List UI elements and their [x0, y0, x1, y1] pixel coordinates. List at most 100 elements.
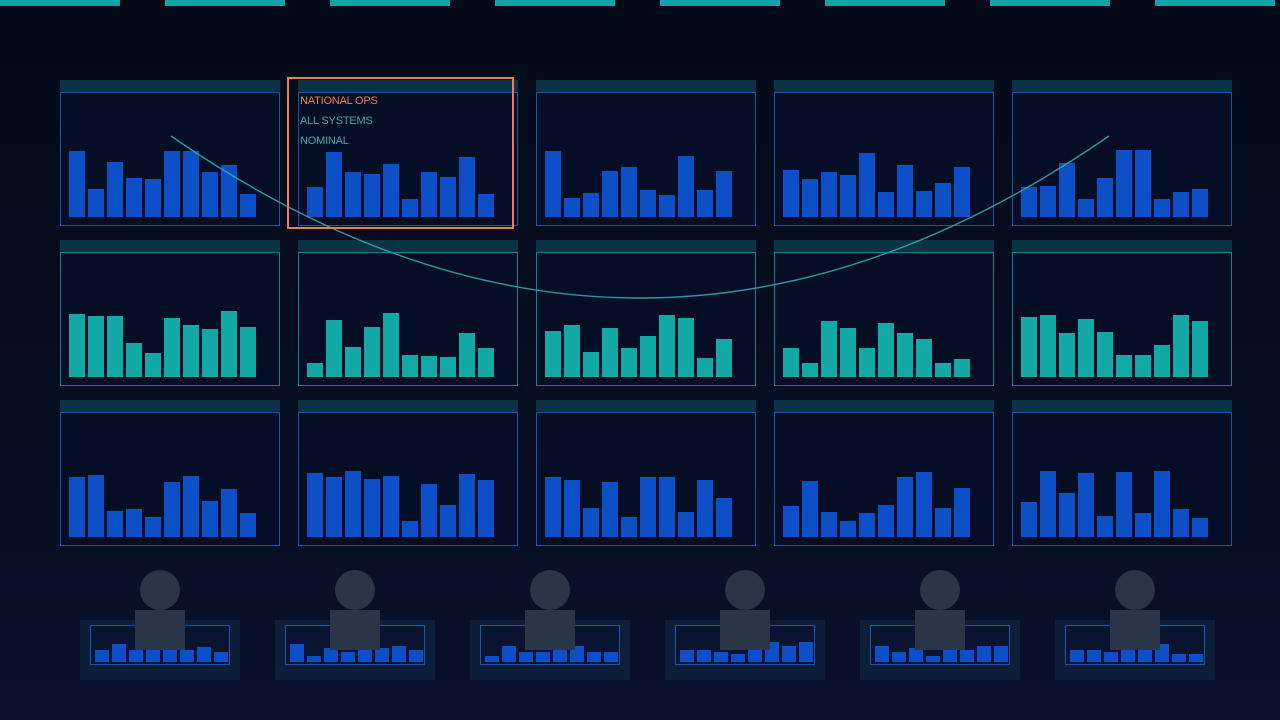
- wall-panel[interactable]: [298, 80, 518, 226]
- panel-bar: [716, 171, 732, 217]
- panel-bar: [1021, 502, 1037, 537]
- operator-head: [725, 570, 765, 610]
- wall-panel[interactable]: [774, 240, 994, 386]
- panel-bar: [564, 325, 580, 377]
- panel-bar: [564, 198, 580, 217]
- panel-header: [60, 400, 280, 412]
- panel-bar: [459, 157, 475, 217]
- accent-stripe: [1155, 0, 1275, 6]
- accent-stripe: [330, 0, 450, 6]
- panel-bar: [564, 480, 580, 537]
- panel-bar: [1059, 493, 1075, 537]
- panel-bar: [307, 363, 323, 377]
- monitor-bar: [994, 646, 1008, 662]
- panel-bar: [402, 355, 418, 377]
- panel-bar: [183, 476, 199, 537]
- panel-bar: [88, 189, 104, 217]
- panel-bar: [1021, 317, 1037, 377]
- wall-panel[interactable]: [1012, 80, 1232, 226]
- panel-bar: [421, 356, 437, 377]
- panel-bar: [1173, 192, 1189, 217]
- panel-bar: [859, 153, 875, 217]
- wall-panel[interactable]: [1012, 240, 1232, 386]
- wall-panel[interactable]: [536, 80, 756, 226]
- monitor-bar: [502, 646, 516, 662]
- panel-chart: [1012, 252, 1232, 386]
- panel-bar: [1040, 471, 1056, 537]
- operator-head: [920, 570, 960, 610]
- panel-bar: [583, 508, 599, 537]
- wall-panel[interactable]: [298, 240, 518, 386]
- monitor-bar: [324, 648, 338, 662]
- panel-chart: [774, 412, 994, 546]
- panel-bar: [1040, 186, 1056, 217]
- panel-bar: [840, 328, 856, 377]
- highlighted-panel-frame[interactable]: [287, 77, 514, 229]
- panel-bar: [240, 194, 256, 217]
- panel-header: [1012, 80, 1232, 92]
- panel-bar: [697, 480, 713, 537]
- panel-bar: [1078, 199, 1094, 217]
- panel-bar: [602, 328, 618, 377]
- wall-panel[interactable]: [60, 400, 280, 546]
- accent-stripe: [825, 0, 945, 6]
- monitor-bar: [95, 650, 109, 662]
- panel-bar: [221, 165, 237, 217]
- panel-header: [774, 240, 994, 252]
- accent-stripe: [0, 0, 120, 6]
- panel-bar: [1078, 473, 1094, 537]
- panel-bar: [1173, 509, 1189, 537]
- panel-header: [536, 80, 756, 92]
- panel-bar: [802, 481, 818, 537]
- panel-bar: [221, 311, 237, 377]
- wall-panel[interactable]: [298, 400, 518, 546]
- panel-bar: [69, 477, 85, 537]
- panel-bar: [545, 477, 561, 537]
- wall-panel[interactable]: [60, 80, 280, 226]
- monitor-bar: [180, 650, 194, 662]
- operator-head: [140, 570, 180, 610]
- desk-monitor[interactable]: [480, 625, 620, 665]
- monitor-bar: [536, 652, 550, 662]
- panel-header: [774, 80, 994, 92]
- operator-body: [915, 610, 965, 650]
- panel-bar: [1173, 315, 1189, 377]
- panel-bar: [802, 363, 818, 377]
- wall-panel[interactable]: [536, 240, 756, 386]
- panel-bar: [659, 477, 675, 537]
- panel-bar: [478, 480, 494, 537]
- panel-bar: [107, 511, 123, 537]
- panel-bar: [1116, 472, 1132, 537]
- panel-chart: [774, 252, 994, 386]
- panel-bar: [240, 513, 256, 537]
- panel-bar: [602, 171, 618, 217]
- panel-bar: [421, 484, 437, 537]
- panel-bar: [1135, 355, 1151, 377]
- panel-chart: [774, 92, 994, 226]
- monitor-bar: [892, 652, 906, 662]
- panel-chart: [60, 252, 280, 386]
- panel-bar: [364, 327, 380, 377]
- panel-bar: [383, 476, 399, 537]
- panel-bar: [126, 343, 142, 377]
- panel-bar: [1192, 518, 1208, 537]
- panel-bar: [402, 199, 418, 217]
- panel-bar: [602, 482, 618, 537]
- desk-monitor[interactable]: [90, 625, 230, 665]
- wall-panel[interactable]: [774, 80, 994, 226]
- panel-bar: [164, 318, 180, 377]
- wall-panel[interactable]: [774, 400, 994, 546]
- panel-bar: [916, 339, 932, 377]
- wall-panel[interactable]: [536, 400, 756, 546]
- panel-bar: [88, 316, 104, 377]
- panel-bar: [202, 329, 218, 377]
- monitor-bar: [926, 656, 940, 662]
- accent-stripe: [660, 0, 780, 6]
- panel-header: [298, 80, 518, 92]
- panel-bar: [221, 489, 237, 537]
- wall-panel[interactable]: [1012, 400, 1232, 546]
- monitor-bar: [731, 654, 745, 662]
- panel-bar: [145, 179, 161, 217]
- panel-bar: [202, 501, 218, 537]
- wall-panel[interactable]: [60, 240, 280, 386]
